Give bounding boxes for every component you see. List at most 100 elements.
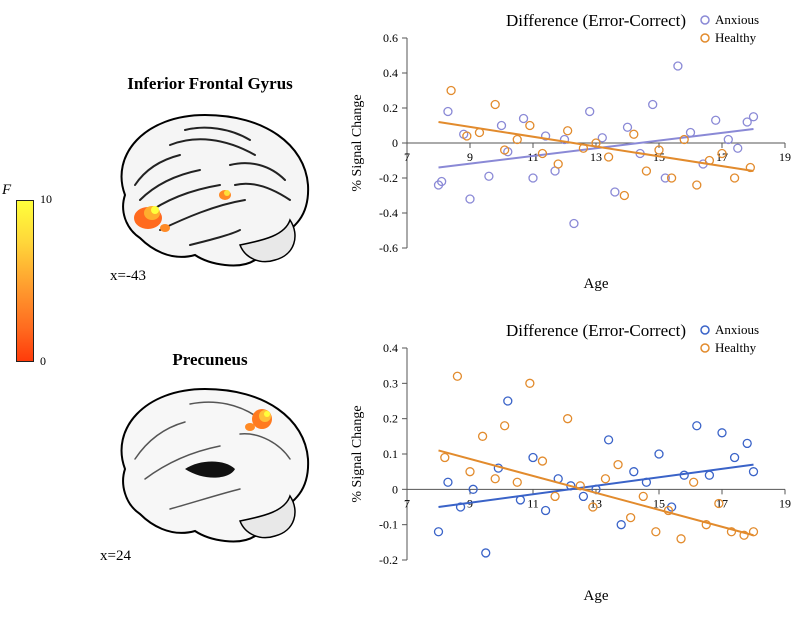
data-point — [504, 397, 512, 405]
y-tick-label: 0.4 — [383, 66, 398, 80]
legend-marker — [701, 16, 709, 24]
data-point — [466, 195, 474, 203]
data-point — [712, 116, 720, 124]
x-tick-label: 13 — [590, 150, 602, 164]
data-point — [655, 450, 663, 458]
legend-marker — [701, 326, 709, 334]
x-tick-label: 19 — [779, 150, 791, 164]
data-point — [526, 379, 534, 387]
data-point — [687, 129, 695, 137]
data-point — [513, 136, 521, 144]
y-tick-label: 0 — [392, 482, 398, 496]
data-point — [630, 130, 638, 138]
legend-marker — [701, 34, 709, 42]
legend-label: Anxious — [715, 322, 759, 337]
data-point — [501, 422, 509, 430]
y-tick-label: -0.4 — [379, 206, 398, 220]
y-tick-label: 0.2 — [383, 101, 398, 115]
data-point — [551, 492, 559, 500]
brain-title-precuneus: Precuneus — [140, 350, 280, 370]
y-tick-label: -0.1 — [379, 518, 398, 532]
x-tick-label: 19 — [779, 496, 791, 510]
data-point — [630, 468, 638, 476]
x-axis-label: Age — [584, 276, 609, 292]
data-point — [718, 429, 726, 437]
data-point — [652, 528, 660, 536]
data-point — [570, 220, 578, 228]
data-point — [693, 181, 701, 189]
y-axis-label: % Signal Change — [350, 94, 365, 191]
data-point — [447, 87, 455, 95]
legend-marker — [701, 344, 709, 352]
y-tick-label: -0.2 — [379, 171, 398, 185]
y-tick-label: 0.4 — [383, 341, 398, 355]
colorbar — [16, 200, 34, 362]
data-point — [627, 514, 635, 522]
data-point — [731, 454, 739, 462]
data-point — [529, 174, 537, 182]
data-point — [564, 415, 572, 423]
data-point — [677, 535, 685, 543]
brain-image-ifg — [90, 100, 320, 270]
data-point — [579, 492, 587, 500]
y-tick-label: 0.6 — [383, 31, 398, 45]
data-point — [601, 475, 609, 483]
legend-label: Healthy — [715, 30, 757, 45]
data-point — [513, 478, 521, 486]
data-point — [444, 478, 452, 486]
data-point — [516, 496, 524, 504]
data-point — [520, 115, 528, 123]
scatter-chart-precuneus: Difference (Error-Correct)AnxiousHealthy… — [345, 318, 795, 610]
x-tick-label: 7 — [404, 496, 410, 510]
data-point — [620, 192, 628, 200]
x-axis-label: Age — [584, 588, 609, 604]
y-axis-label: % Signal Change — [350, 405, 365, 502]
data-point — [639, 492, 647, 500]
data-point — [734, 144, 742, 152]
chart-title: Difference (Error-Correct) — [506, 11, 686, 30]
data-point — [435, 528, 443, 536]
data-point — [743, 439, 751, 447]
regression-line — [439, 450, 754, 535]
data-point — [444, 108, 452, 116]
brain-image-precuneus — [90, 374, 320, 549]
figure-root: F 10 0 Inferior Frontal Gyrus — [0, 0, 800, 620]
data-point — [529, 454, 537, 462]
data-point — [526, 122, 534, 130]
data-point — [605, 153, 613, 161]
data-point — [482, 549, 490, 557]
data-point — [485, 172, 493, 180]
scatter-chart-ifg: Difference (Error-Correct) Anxious Healthy… — [345, 8, 795, 298]
y-tick-label: 0 — [392, 136, 398, 150]
colorbar-label: F — [2, 182, 11, 199]
legend-label: Anxious — [715, 12, 759, 27]
data-point — [724, 136, 732, 144]
brain-caption-ifg: x=-43 — [110, 268, 146, 285]
data-point — [649, 101, 657, 109]
data-point — [605, 436, 613, 444]
y-tick-label: -0.2 — [379, 553, 398, 567]
data-point — [611, 188, 619, 196]
data-point — [624, 123, 632, 131]
data-point — [491, 475, 499, 483]
y-tick-label: 0.1 — [383, 447, 398, 461]
x-tick-label: 17 — [716, 496, 728, 510]
data-point — [564, 127, 572, 135]
data-point — [475, 129, 483, 137]
legend-label: Healthy — [715, 340, 757, 355]
data-point — [542, 507, 550, 515]
colorbar-min: 0 — [40, 354, 46, 369]
data-point — [441, 454, 449, 462]
data-point — [750, 468, 758, 476]
data-point — [705, 471, 713, 479]
y-tick-label: 0.2 — [383, 412, 398, 426]
data-point — [554, 160, 562, 168]
data-point — [466, 468, 474, 476]
y-tick-label: -0.6 — [379, 241, 398, 255]
data-point — [538, 457, 546, 465]
data-point — [617, 521, 625, 529]
x-tick-label: 11 — [527, 496, 539, 510]
brain-caption-precuneus: x=24 — [100, 548, 131, 565]
data-point — [690, 478, 698, 486]
x-tick-label: 9 — [467, 150, 473, 164]
